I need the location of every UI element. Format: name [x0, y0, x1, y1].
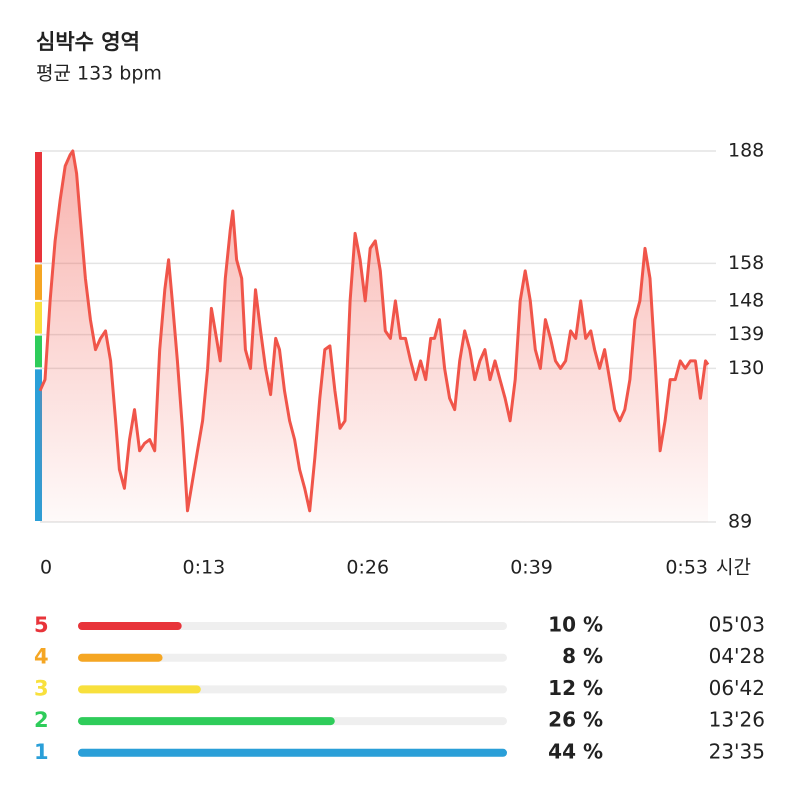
zone-number: 2 [34, 708, 49, 732]
duration-label: 23'35 [709, 739, 765, 763]
duration-label: 04'28 [709, 644, 765, 668]
y-tick-label: 188 [728, 140, 764, 162]
x-axis-label: 시간 [716, 557, 751, 579]
zone-band [35, 152, 42, 263]
duration-label: 05'03 [709, 613, 765, 637]
x-tick-label: 0:26 [346, 557, 389, 579]
duration-label: 13'26 [709, 708, 765, 732]
zone-number: 4 [34, 645, 49, 669]
value-label: 8 % [562, 644, 603, 668]
y-tick-label: 139 [728, 323, 764, 345]
zone-number: 3 [34, 676, 49, 700]
line [38, 149, 710, 513]
zone-number: 5 [34, 613, 49, 637]
zone-band [35, 264, 42, 300]
zone-band [35, 301, 42, 334]
area [40, 151, 708, 522]
value-label: 10 % [548, 613, 603, 637]
y-tick-label: 89 [728, 511, 752, 533]
x-tick-label: 0:39 [510, 557, 553, 579]
value-label: 12 % [548, 676, 603, 700]
y-tick-label: 130 [728, 357, 764, 379]
chart-subtitle: 평균 133 bpm [36, 63, 162, 85]
zone-number: 1 [34, 740, 49, 764]
x-tick-label: 0:53 [665, 557, 708, 579]
x-tick-label: 0 [40, 557, 52, 579]
y-tick-label: 148 [728, 289, 764, 311]
y-tick-label: 158 [728, 252, 764, 274]
duration-label: 06'42 [709, 676, 765, 700]
zone-band [35, 369, 42, 521]
chart-title: 심박수 영역 [36, 30, 140, 54]
x-tick-label: 0:13 [183, 557, 226, 579]
value-label: 26 % [548, 708, 603, 732]
value-label: 44 % [548, 739, 603, 763]
zone-band [35, 335, 42, 368]
